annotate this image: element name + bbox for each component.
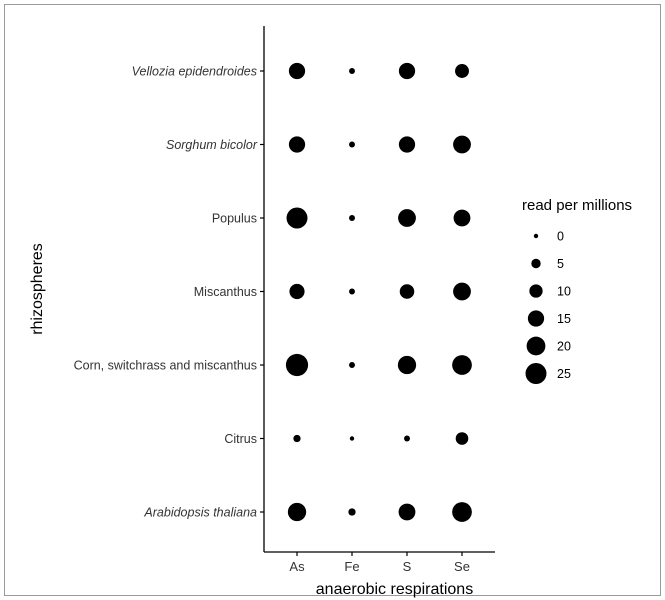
x-axis-title: anaerobic respirations [316, 581, 473, 598]
bubble-point [349, 215, 355, 221]
size-legend: read per millions 0 5 10 15 20 25 [522, 197, 632, 384]
bubble-point [349, 362, 355, 368]
figure-frame [4, 4, 661, 596]
bubble-point [399, 284, 415, 299]
legend-label: 25 [557, 367, 571, 381]
bubble-point [287, 502, 307, 522]
bubble-point [453, 135, 471, 154]
bubble-point [398, 62, 416, 80]
x-axis-ticks: As Fe S Se [289, 552, 470, 574]
bubble-point [288, 136, 306, 153]
legend-label: 15 [557, 312, 571, 326]
bubble-point [453, 282, 471, 301]
x-tick-label: S [403, 559, 412, 574]
bubble-point [293, 434, 301, 443]
bubble-point [285, 353, 309, 377]
bubble-point [288, 62, 306, 80]
bubble-point [349, 141, 355, 148]
bubble-point [397, 355, 417, 375]
legend-bubble [527, 310, 545, 327]
bubble-point [398, 209, 416, 227]
legend-label: 20 [557, 340, 571, 354]
y-tick-label: Populus [212, 212, 257, 226]
bubble-point [349, 68, 355, 74]
bubble-point [349, 436, 355, 441]
bubble-point [452, 502, 472, 522]
legend-label: 5 [557, 257, 564, 271]
bubble-point [286, 207, 308, 229]
legend-bubble [531, 258, 541, 269]
legend-label: 10 [557, 285, 571, 299]
legend-bubble [533, 233, 539, 239]
x-tick-label: Se [454, 559, 470, 574]
bubble-point [452, 355, 472, 375]
bubble-point [289, 283, 305, 300]
bubble-point [398, 136, 416, 153]
bubble-point [453, 209, 471, 227]
y-tick-label: Arabidopsis thaliana [143, 506, 257, 520]
y-axis-title: rhizospheres [29, 243, 46, 335]
y-tick-label: Vellozia epidendroides [132, 65, 257, 79]
legend-bubble [529, 284, 543, 298]
legend-bubble [526, 336, 546, 356]
bubble-point [349, 288, 355, 295]
y-tick-label: Miscanthus [194, 285, 257, 299]
y-axis-ticks: Vellozia epidendroides Sorghum bicolor Pop… [74, 65, 264, 520]
legend-bubble [525, 363, 547, 384]
legend-label: 0 [557, 230, 564, 244]
bubble-point [398, 503, 416, 521]
bubbles [285, 62, 472, 522]
y-tick-label: Citrus [224, 432, 257, 446]
x-tick-label: As [289, 559, 305, 574]
y-tick-label: Corn, switchrass and miscanthus [74, 359, 257, 373]
x-tick-label: Fe [344, 559, 359, 574]
bubble-point [455, 432, 469, 445]
bubble-point [455, 64, 469, 78]
bubble-point [404, 435, 410, 442]
y-tick-label: Sorghum bicolor [166, 138, 258, 152]
bubble-point [348, 508, 356, 516]
legend-title: read per millions [522, 197, 632, 214]
axes [263, 26, 495, 553]
